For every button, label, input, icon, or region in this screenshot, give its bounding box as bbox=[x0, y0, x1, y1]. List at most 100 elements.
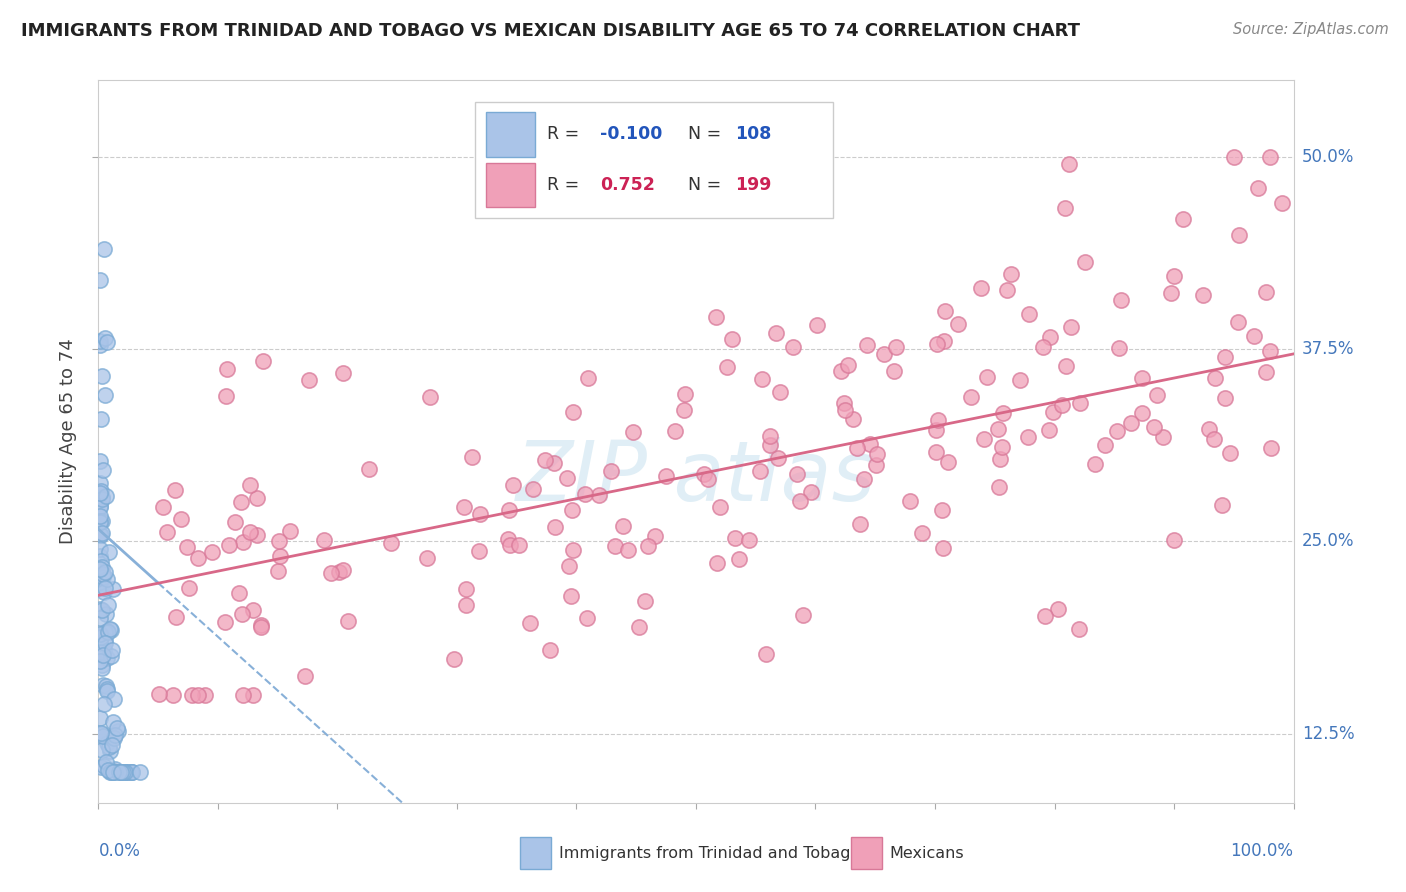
Point bbox=[959, 390, 981, 404]
Point bbox=[562, 543, 585, 558]
Point bbox=[557, 558, 579, 573]
Point bbox=[927, 337, 949, 351]
Point bbox=[176, 540, 198, 554]
Point bbox=[98, 545, 121, 559]
Point bbox=[101, 764, 124, 778]
Point bbox=[242, 688, 264, 702]
Point bbox=[927, 413, 949, 427]
Point bbox=[612, 519, 634, 533]
Point bbox=[932, 334, 955, 349]
Point bbox=[932, 541, 955, 555]
Point bbox=[416, 550, 439, 565]
Point bbox=[89, 475, 111, 490]
Point bbox=[104, 765, 127, 780]
Point bbox=[1213, 350, 1236, 364]
Point bbox=[148, 687, 170, 701]
Point bbox=[97, 763, 120, 777]
Point bbox=[946, 318, 969, 332]
Point bbox=[111, 765, 134, 780]
Point bbox=[96, 650, 118, 665]
Point bbox=[1219, 446, 1241, 460]
Point bbox=[312, 533, 335, 547]
Text: Immigrants from Trinidad and Tobago: Immigrants from Trinidad and Tobago bbox=[558, 846, 860, 861]
Point bbox=[1204, 371, 1226, 385]
Point bbox=[103, 692, 125, 706]
Point bbox=[156, 525, 179, 540]
Point bbox=[177, 581, 200, 595]
Point bbox=[633, 593, 655, 607]
Point bbox=[1054, 201, 1077, 215]
Point bbox=[110, 765, 132, 780]
Point bbox=[617, 542, 640, 557]
Point bbox=[97, 740, 120, 755]
Point bbox=[1198, 422, 1220, 436]
Point bbox=[90, 727, 112, 741]
Point bbox=[114, 765, 136, 780]
Point bbox=[91, 492, 114, 507]
Point bbox=[621, 425, 644, 439]
Point bbox=[789, 494, 811, 508]
Point bbox=[89, 337, 111, 351]
Point bbox=[765, 326, 787, 340]
Point bbox=[1017, 430, 1039, 444]
Point bbox=[769, 385, 792, 400]
Point bbox=[865, 458, 887, 473]
Text: 0.0%: 0.0% bbox=[98, 842, 141, 860]
Point bbox=[834, 396, 856, 410]
Point bbox=[931, 502, 953, 516]
Point bbox=[925, 423, 948, 437]
Point bbox=[108, 765, 131, 780]
Point bbox=[830, 364, 852, 378]
Point bbox=[1171, 211, 1194, 226]
Point bbox=[834, 403, 856, 417]
Point bbox=[1227, 227, 1250, 242]
Point bbox=[873, 347, 896, 361]
Text: Mexicans: Mexicans bbox=[890, 846, 965, 861]
Point bbox=[755, 647, 778, 661]
Point bbox=[91, 729, 114, 743]
Point bbox=[162, 688, 184, 702]
Point bbox=[1108, 341, 1130, 355]
Point bbox=[1010, 373, 1032, 387]
Point bbox=[1143, 420, 1166, 434]
Point bbox=[89, 490, 111, 504]
Point bbox=[101, 582, 124, 596]
Point bbox=[104, 762, 127, 776]
Point bbox=[93, 243, 115, 257]
Text: 0.752: 0.752 bbox=[600, 176, 655, 194]
FancyBboxPatch shape bbox=[852, 838, 883, 870]
Point bbox=[380, 536, 402, 550]
Point bbox=[693, 467, 716, 482]
Point bbox=[987, 422, 1010, 436]
Point bbox=[1260, 442, 1282, 456]
Point bbox=[936, 455, 959, 469]
Point bbox=[759, 438, 782, 452]
Point bbox=[1223, 150, 1246, 164]
Point bbox=[468, 507, 491, 521]
Point bbox=[1084, 457, 1107, 471]
Point bbox=[89, 273, 111, 287]
Point bbox=[297, 373, 319, 387]
Point bbox=[89, 562, 111, 576]
Point bbox=[673, 387, 696, 401]
Point bbox=[228, 586, 250, 600]
Point bbox=[100, 649, 122, 664]
Point bbox=[96, 334, 118, 349]
Point bbox=[252, 354, 274, 368]
Point bbox=[1146, 388, 1168, 402]
Point bbox=[1202, 432, 1225, 446]
Point bbox=[1160, 285, 1182, 300]
Text: 108: 108 bbox=[735, 126, 772, 144]
Point bbox=[103, 731, 125, 745]
Point bbox=[576, 371, 599, 385]
Point bbox=[94, 755, 117, 769]
Point bbox=[91, 559, 114, 574]
Point bbox=[865, 447, 887, 461]
Point bbox=[842, 412, 865, 426]
Point bbox=[121, 765, 143, 780]
Point bbox=[94, 679, 117, 693]
FancyBboxPatch shape bbox=[475, 102, 834, 218]
Point bbox=[90, 514, 112, 528]
Point bbox=[560, 503, 582, 517]
Point bbox=[456, 598, 478, 612]
